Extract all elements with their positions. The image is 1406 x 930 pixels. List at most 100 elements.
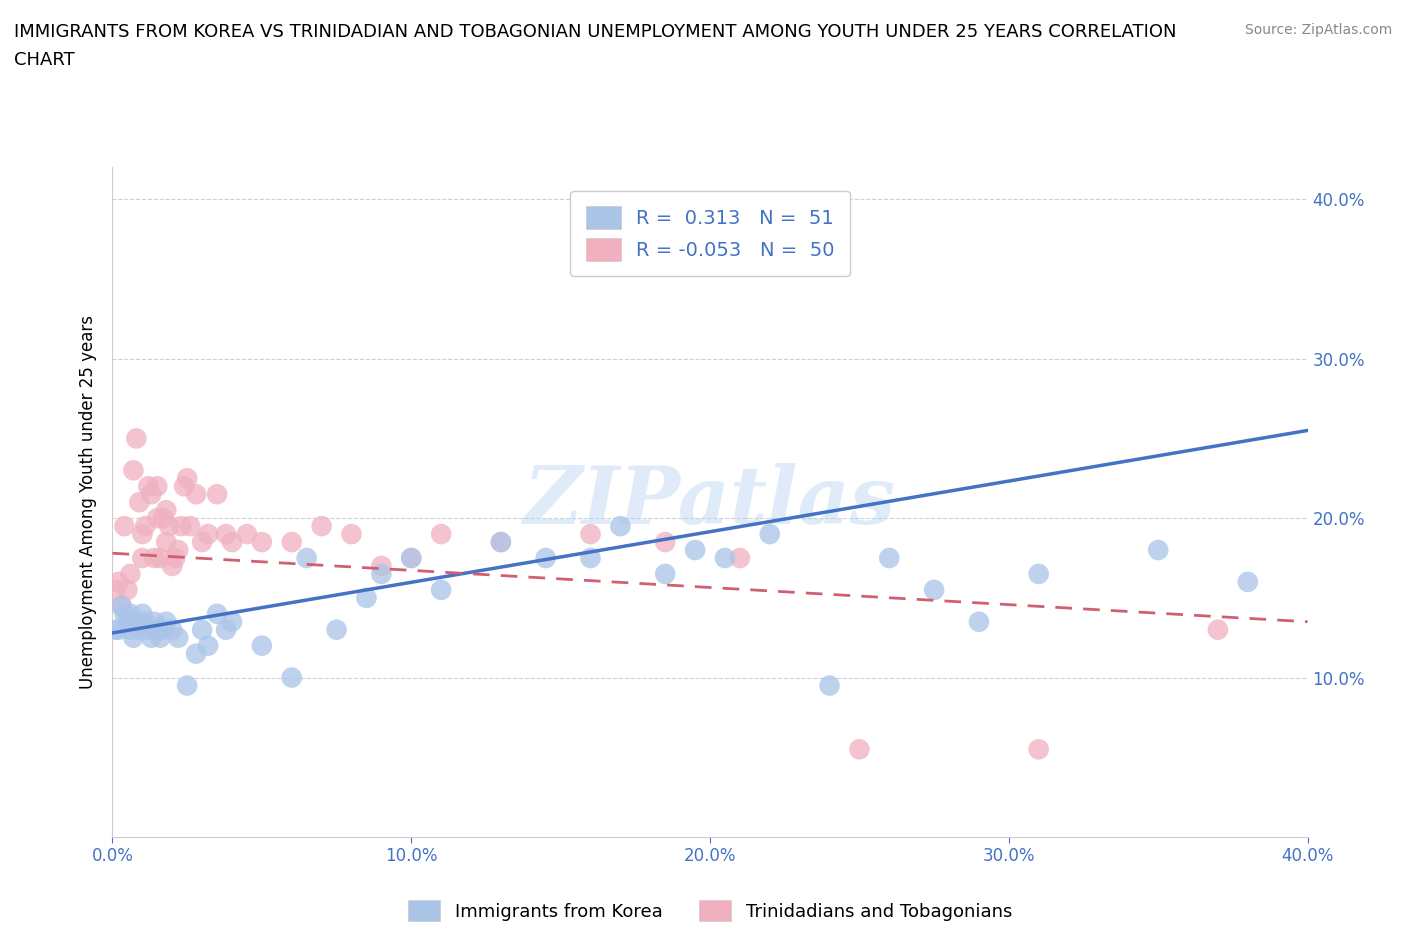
Point bbox=[236, 526, 259, 541]
Point bbox=[683, 542, 706, 557]
Point bbox=[162, 622, 183, 637]
Point bbox=[122, 463, 145, 478]
Point bbox=[146, 479, 169, 494]
Point bbox=[120, 566, 142, 581]
Point bbox=[152, 622, 174, 637]
Text: CHART: CHART bbox=[14, 51, 75, 69]
Point bbox=[179, 519, 201, 534]
Text: IMMIGRANTS FROM KOREA VS TRINIDADIAN AND TOBAGONIAN UNEMPLOYMENT AMONG YOUTH UND: IMMIGRANTS FROM KOREA VS TRINIDADIAN AND… bbox=[14, 23, 1177, 41]
Point bbox=[186, 646, 208, 661]
Point bbox=[759, 526, 782, 541]
Point bbox=[125, 431, 148, 445]
Text: Source: ZipAtlas.com: Source: ZipAtlas.com bbox=[1244, 23, 1392, 37]
Point bbox=[120, 606, 142, 621]
Point bbox=[215, 526, 238, 541]
Point bbox=[107, 622, 129, 637]
Legend: Immigrants from Korea, Trinidadians and Tobagonians: Immigrants from Korea, Trinidadians and … bbox=[401, 893, 1019, 928]
Point bbox=[162, 559, 183, 574]
Point bbox=[967, 615, 990, 630]
Point bbox=[356, 591, 378, 605]
Point bbox=[114, 606, 135, 621]
Point bbox=[134, 615, 156, 630]
Point bbox=[110, 598, 132, 613]
Point bbox=[146, 511, 169, 525]
Point bbox=[370, 566, 392, 581]
Point bbox=[197, 526, 219, 541]
Point bbox=[155, 535, 177, 550]
Point bbox=[104, 582, 127, 597]
Point bbox=[128, 622, 150, 637]
Point bbox=[176, 678, 198, 693]
Point bbox=[131, 526, 153, 541]
Point bbox=[138, 622, 160, 637]
Point bbox=[155, 615, 177, 630]
Point bbox=[191, 535, 214, 550]
Point bbox=[173, 479, 195, 494]
Point bbox=[110, 598, 132, 613]
Point bbox=[714, 551, 737, 565]
Point bbox=[1206, 622, 1229, 637]
Point bbox=[1237, 575, 1260, 590]
Point bbox=[430, 526, 453, 541]
Point bbox=[340, 526, 363, 541]
Point bbox=[818, 678, 841, 693]
Point bbox=[728, 551, 751, 565]
Point bbox=[176, 471, 198, 485]
Point bbox=[1028, 742, 1050, 757]
Y-axis label: Unemployment Among Youth under 25 years: Unemployment Among Youth under 25 years bbox=[79, 315, 97, 689]
Point bbox=[117, 582, 139, 597]
Point bbox=[146, 622, 169, 637]
Point bbox=[117, 615, 139, 630]
Point bbox=[128, 495, 150, 510]
Point bbox=[165, 551, 187, 565]
Point bbox=[579, 526, 602, 541]
Point bbox=[281, 671, 304, 685]
Point bbox=[401, 551, 423, 565]
Point bbox=[107, 575, 129, 590]
Point bbox=[922, 582, 945, 597]
Point bbox=[311, 519, 333, 534]
Point bbox=[114, 519, 135, 534]
Point bbox=[489, 535, 512, 550]
Point bbox=[143, 551, 166, 565]
Point bbox=[221, 535, 243, 550]
Point bbox=[654, 535, 676, 550]
Point bbox=[131, 551, 153, 565]
Point bbox=[167, 542, 190, 557]
Point bbox=[143, 615, 166, 630]
Point bbox=[125, 615, 148, 630]
Point bbox=[138, 479, 160, 494]
Point bbox=[250, 535, 273, 550]
Point bbox=[1147, 542, 1170, 557]
Point bbox=[155, 503, 177, 518]
Point bbox=[152, 511, 174, 525]
Point bbox=[221, 615, 243, 630]
Point bbox=[170, 519, 193, 534]
Point bbox=[579, 551, 602, 565]
Point bbox=[120, 622, 142, 637]
Point bbox=[215, 622, 238, 637]
Point bbox=[122, 631, 145, 645]
Text: ZIPatlas: ZIPatlas bbox=[524, 463, 896, 541]
Point bbox=[370, 559, 392, 574]
Point bbox=[197, 638, 219, 653]
Point bbox=[167, 631, 190, 645]
Point bbox=[1028, 566, 1050, 581]
Point bbox=[104, 622, 127, 637]
Point bbox=[534, 551, 557, 565]
Point bbox=[191, 622, 214, 637]
Point bbox=[131, 606, 153, 621]
Point bbox=[609, 519, 631, 534]
Point bbox=[134, 519, 156, 534]
Point bbox=[281, 535, 304, 550]
Point bbox=[205, 486, 228, 501]
Point bbox=[250, 638, 273, 653]
Point bbox=[141, 631, 163, 645]
Point bbox=[401, 551, 423, 565]
Point bbox=[848, 742, 870, 757]
Point bbox=[205, 606, 228, 621]
Point bbox=[430, 582, 453, 597]
Point bbox=[157, 519, 180, 534]
Point bbox=[149, 631, 172, 645]
Point bbox=[186, 486, 208, 501]
